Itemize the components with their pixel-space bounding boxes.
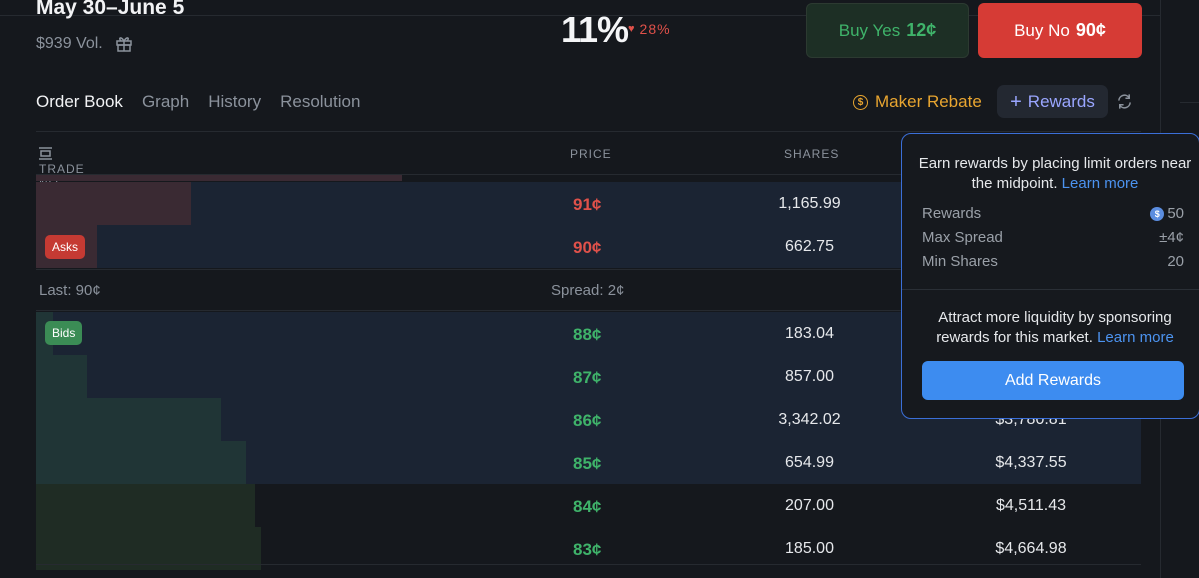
buy-no-price: 90¢ [1075, 20, 1106, 40]
last-price: Last: 90¢ [39, 282, 101, 299]
row-price: 85¢ [573, 454, 602, 473]
row-shares: 185.00 [785, 540, 834, 557]
buy-yes-price: 12¢ [906, 20, 937, 40]
probability-change: ♥ 28% [628, 21, 671, 37]
learn-more-link[interactable]: Learn more [1061, 175, 1139, 192]
buy-no-label: Buy No [1014, 20, 1070, 40]
row-total: $4,337.55 [995, 454, 1067, 471]
table-bottom-border [36, 564, 1141, 565]
row-shares: 654.99 [785, 454, 834, 471]
depth-bar [36, 484, 255, 527]
min-shares-label: Min Shares [922, 253, 998, 270]
volume-text: $939 Vol. [36, 35, 103, 52]
change-value: 28% [639, 21, 671, 37]
depth-bar [36, 441, 246, 484]
tab-graph[interactable]: Graph [141, 92, 190, 111]
spread-row: Last: 90¢ Spread: 2¢ [36, 269, 1141, 311]
row-shares: 207.00 [785, 497, 834, 514]
buy-yes-label: Buy Yes [838, 20, 901, 40]
add-rewards-button[interactable]: Add Rewards [922, 361, 1184, 400]
row-price: 83¢ [573, 540, 602, 559]
order-book-header: TRADE NO PRICE SHARES [36, 131, 1141, 190]
header-price: PRICE [570, 147, 612, 161]
sponsor-learn-more-link[interactable]: Learn more [1097, 329, 1174, 346]
sponsor-text-block: Attract more liquidity by sponsoring rew… [914, 308, 1196, 348]
popup-divider [902, 289, 1199, 290]
header-trade: TRADE NO [39, 147, 84, 190]
sponsor-text: Attract more liquidity by sponsoring rew… [936, 309, 1172, 346]
row-price: 84¢ [573, 497, 602, 516]
row-price: 87¢ [573, 368, 602, 387]
min-shares-value: 20 [1167, 253, 1184, 270]
coin-icon: $ [853, 94, 868, 110]
rewards-button[interactable]: + Rewards [997, 85, 1108, 118]
row-shares: 857.00 [785, 368, 834, 385]
collapse-icon[interactable] [39, 147, 52, 160]
max-spread-row: Max Spread ±4¢ [922, 229, 1184, 246]
bids-badge: Bids [45, 321, 83, 345]
bid-row[interactable]: 84¢ 207.00 $4,511.43 [36, 484, 1141, 527]
row-total: $4,511.43 [996, 497, 1066, 514]
row-price: 91¢ [573, 195, 602, 214]
header-divider [0, 15, 1160, 16]
maker-rebate-label: Maker Rebate [875, 92, 982, 111]
buy-yes-button[interactable]: Buy Yes 12¢ [806, 3, 969, 58]
row-price: 86¢ [573, 411, 602, 430]
bid-row[interactable]: 83¢ 185.00 $4,664.98 [36, 527, 1141, 570]
maker-rebate-link[interactable]: $ Maker Rebate [853, 92, 982, 112]
buy-no-button[interactable]: Buy No 90¢ [978, 3, 1142, 58]
spread-value: Spread: 2¢ [551, 282, 625, 299]
rewards-label: Rewards [1027, 91, 1095, 111]
ask-depth-top [36, 175, 402, 181]
min-shares-row: Min Shares 20 [922, 253, 1184, 270]
row-price: 90¢ [573, 238, 602, 257]
down-arrow-icon: ♥ [628, 23, 636, 35]
row-shares: 1,165.99 [778, 195, 841, 212]
row-shares: 3,342.02 [778, 411, 841, 428]
gift-icon[interactable] [115, 35, 133, 53]
depth-bar [36, 355, 87, 398]
rewards-intro: Earn rewards by placing limit orders nea… [914, 154, 1196, 194]
rewards-row: Rewards $ 50 [922, 205, 1184, 222]
tab-history[interactable]: History [208, 92, 262, 111]
market-title: May 30–June 5 [36, 0, 185, 19]
asks-badge: Asks [45, 235, 86, 259]
row-price: 88¢ [573, 325, 602, 344]
bid-row[interactable]: 85¢ 654.99 $4,337.55 [36, 441, 1141, 484]
row-total: $4,664.98 [995, 540, 1067, 557]
view-tabs: Order Book Graph History Resolution [36, 92, 360, 112]
tab-order-book[interactable]: Order Book [36, 92, 123, 111]
plus-icon: + [1010, 90, 1022, 113]
row-shares: 183.04 [785, 325, 834, 342]
max-spread-label: Max Spread [922, 229, 1003, 246]
header-shares: SHARES [784, 147, 840, 161]
depth-bar [36, 182, 191, 225]
depth-bar [36, 398, 221, 441]
rewards-row-label: Rewards [922, 205, 982, 222]
rewards-amount: 50 [1167, 205, 1184, 222]
rewards-row-value: $ 50 [1150, 205, 1184, 222]
max-spread-value: ±4¢ [1159, 229, 1184, 246]
dollar-coin-icon: $ [1150, 206, 1165, 221]
row-shares: 662.75 [785, 238, 834, 255]
rewards-intro-text: Earn rewards by placing limit orders nea… [918, 155, 1192, 192]
sidebar-divider [1180, 102, 1199, 103]
tab-resolution[interactable]: Resolution [280, 92, 361, 111]
depth-bar [36, 527, 261, 570]
rewards-popup: Earn rewards by placing limit orders nea… [901, 133, 1199, 419]
refresh-icon[interactable] [1116, 93, 1133, 110]
probability: 11% [561, 9, 629, 50]
market-volume: $939 Vol. [36, 35, 133, 53]
